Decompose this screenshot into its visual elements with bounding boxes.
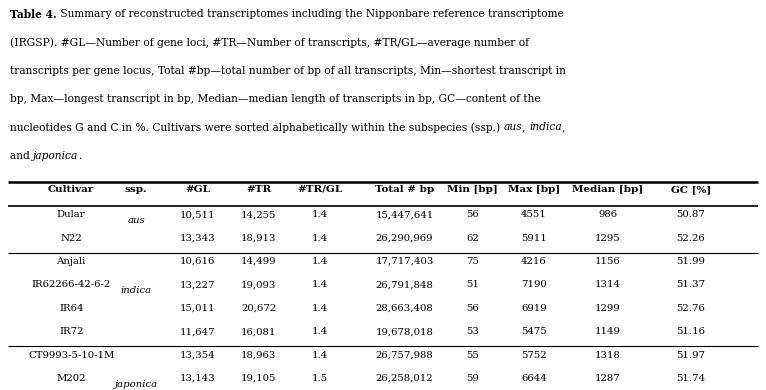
Text: indica: indica bbox=[529, 122, 561, 133]
Text: Table 4.: Table 4. bbox=[10, 9, 57, 20]
Text: 28,663,408: 28,663,408 bbox=[375, 304, 434, 313]
Text: 1149: 1149 bbox=[594, 327, 620, 336]
Text: 1.4: 1.4 bbox=[312, 351, 329, 360]
Text: ssp.: ssp. bbox=[125, 185, 148, 194]
Text: Max [bp]: Max [bp] bbox=[508, 185, 560, 194]
Text: 51.99: 51.99 bbox=[676, 257, 705, 266]
Text: Total # bp: Total # bp bbox=[375, 185, 434, 194]
Text: bp, Max—longest transcript in bp, Median—median length of transcripts in bp, GC—: bp, Max—longest transcript in bp, Median… bbox=[10, 94, 541, 104]
Text: 13,354: 13,354 bbox=[180, 351, 215, 360]
Text: 51.97: 51.97 bbox=[676, 351, 705, 360]
Text: 1.4: 1.4 bbox=[312, 210, 329, 219]
Text: CT9993-5-10-1M: CT9993-5-10-1M bbox=[28, 351, 114, 360]
Text: GC [%]: GC [%] bbox=[671, 185, 711, 194]
Text: japonica: japonica bbox=[115, 380, 158, 389]
Text: 16,081: 16,081 bbox=[241, 327, 277, 336]
Text: 59: 59 bbox=[466, 374, 479, 383]
Text: .: . bbox=[79, 151, 82, 161]
Text: 1156: 1156 bbox=[594, 257, 620, 266]
Text: 13,143: 13,143 bbox=[180, 374, 215, 383]
Text: 18,913: 18,913 bbox=[241, 234, 277, 243]
Text: 5752: 5752 bbox=[521, 351, 547, 360]
Text: aus: aus bbox=[127, 216, 146, 225]
Text: 1.5: 1.5 bbox=[312, 374, 329, 383]
Text: 10,616: 10,616 bbox=[180, 257, 215, 266]
Text: M202: M202 bbox=[57, 374, 86, 383]
Text: 19,105: 19,105 bbox=[241, 374, 277, 383]
Text: 18,963: 18,963 bbox=[241, 351, 277, 360]
Text: ,: , bbox=[561, 122, 565, 133]
Text: 1295: 1295 bbox=[594, 234, 620, 243]
Text: 1.4: 1.4 bbox=[312, 280, 329, 289]
Text: 5475: 5475 bbox=[521, 327, 547, 336]
Text: Cultivar: Cultivar bbox=[48, 185, 94, 194]
Text: 1.4: 1.4 bbox=[312, 327, 329, 336]
Text: 51.16: 51.16 bbox=[676, 327, 705, 336]
Text: IR64: IR64 bbox=[59, 304, 83, 313]
Text: 26,757,988: 26,757,988 bbox=[375, 351, 434, 360]
Text: 14,499: 14,499 bbox=[241, 257, 277, 266]
Text: 26,258,012: 26,258,012 bbox=[375, 374, 434, 383]
Text: 1318: 1318 bbox=[594, 351, 620, 360]
Text: 6919: 6919 bbox=[521, 304, 547, 313]
Text: 986: 986 bbox=[598, 210, 617, 219]
Text: 19,678,018: 19,678,018 bbox=[375, 327, 434, 336]
Text: 51: 51 bbox=[466, 280, 479, 289]
Text: 1287: 1287 bbox=[594, 374, 620, 383]
Text: Anjali: Anjali bbox=[57, 257, 86, 266]
Text: 1.4: 1.4 bbox=[312, 304, 329, 313]
Text: nucleotides G and C in %. Cultivars were sorted alphabetically within the subspe: nucleotides G and C in %. Cultivars were… bbox=[10, 122, 503, 133]
Text: 26,290,969: 26,290,969 bbox=[375, 234, 434, 243]
Text: 20,672: 20,672 bbox=[241, 304, 277, 313]
Text: Summary of reconstructed transcriptomes including the Nipponbare reference trans: Summary of reconstructed transcriptomes … bbox=[57, 9, 564, 19]
Text: 1299: 1299 bbox=[594, 304, 620, 313]
Text: (IRGSP). #GL—Number of gene loci, #TR—Number of transcripts, #TR/GL—average numb: (IRGSP). #GL—Number of gene loci, #TR—Nu… bbox=[10, 37, 529, 48]
Text: 26,791,848: 26,791,848 bbox=[375, 280, 434, 289]
Text: 51.74: 51.74 bbox=[676, 374, 705, 383]
Text: 15,447,641: 15,447,641 bbox=[375, 210, 434, 219]
Text: 56: 56 bbox=[466, 210, 479, 219]
Text: 15,011: 15,011 bbox=[180, 304, 215, 313]
Text: 75: 75 bbox=[466, 257, 479, 266]
Text: 13,343: 13,343 bbox=[180, 234, 215, 243]
Text: japonica: japonica bbox=[33, 151, 79, 161]
Text: 4216: 4216 bbox=[521, 257, 547, 266]
Text: 51.37: 51.37 bbox=[676, 280, 705, 289]
Text: 19,093: 19,093 bbox=[241, 280, 277, 289]
Text: and: and bbox=[10, 151, 33, 161]
Text: 62: 62 bbox=[466, 234, 479, 243]
Text: aus: aus bbox=[503, 122, 522, 133]
Text: 52.76: 52.76 bbox=[676, 304, 705, 313]
Text: #TR/GL: #TR/GL bbox=[297, 185, 343, 194]
Text: Median [bp]: Median [bp] bbox=[572, 185, 643, 194]
Text: 7190: 7190 bbox=[521, 280, 547, 289]
Text: IR62266-42-6-2: IR62266-42-6-2 bbox=[31, 280, 111, 289]
Text: 50.87: 50.87 bbox=[676, 210, 705, 219]
Text: ,: , bbox=[522, 122, 529, 133]
Text: indica: indica bbox=[121, 286, 152, 296]
Text: 4551: 4551 bbox=[521, 210, 547, 219]
Text: 13,227: 13,227 bbox=[180, 280, 215, 289]
Text: 14,255: 14,255 bbox=[241, 210, 277, 219]
Text: 1314: 1314 bbox=[594, 280, 620, 289]
Text: transcripts per gene locus, Total #bp—total number of bp of all transcripts, Min: transcripts per gene locus, Total #bp—to… bbox=[10, 66, 566, 76]
Text: IR72: IR72 bbox=[59, 327, 83, 336]
Text: #TR: #TR bbox=[247, 185, 271, 194]
Text: 53: 53 bbox=[466, 327, 479, 336]
Text: 1.4: 1.4 bbox=[312, 257, 329, 266]
Text: 55: 55 bbox=[466, 351, 479, 360]
Text: 56: 56 bbox=[466, 304, 479, 313]
Text: 6644: 6644 bbox=[521, 374, 547, 383]
Text: 1.4: 1.4 bbox=[312, 234, 329, 243]
Text: 10,511: 10,511 bbox=[180, 210, 215, 219]
Text: 17,717,403: 17,717,403 bbox=[375, 257, 434, 266]
Text: Min [bp]: Min [bp] bbox=[447, 185, 498, 194]
Text: 5911: 5911 bbox=[521, 234, 547, 243]
Text: 52.26: 52.26 bbox=[676, 234, 705, 243]
Text: N22: N22 bbox=[61, 234, 82, 243]
Text: Dular: Dular bbox=[57, 210, 86, 219]
Text: #GL: #GL bbox=[185, 185, 210, 194]
Text: 11,647: 11,647 bbox=[180, 327, 215, 336]
